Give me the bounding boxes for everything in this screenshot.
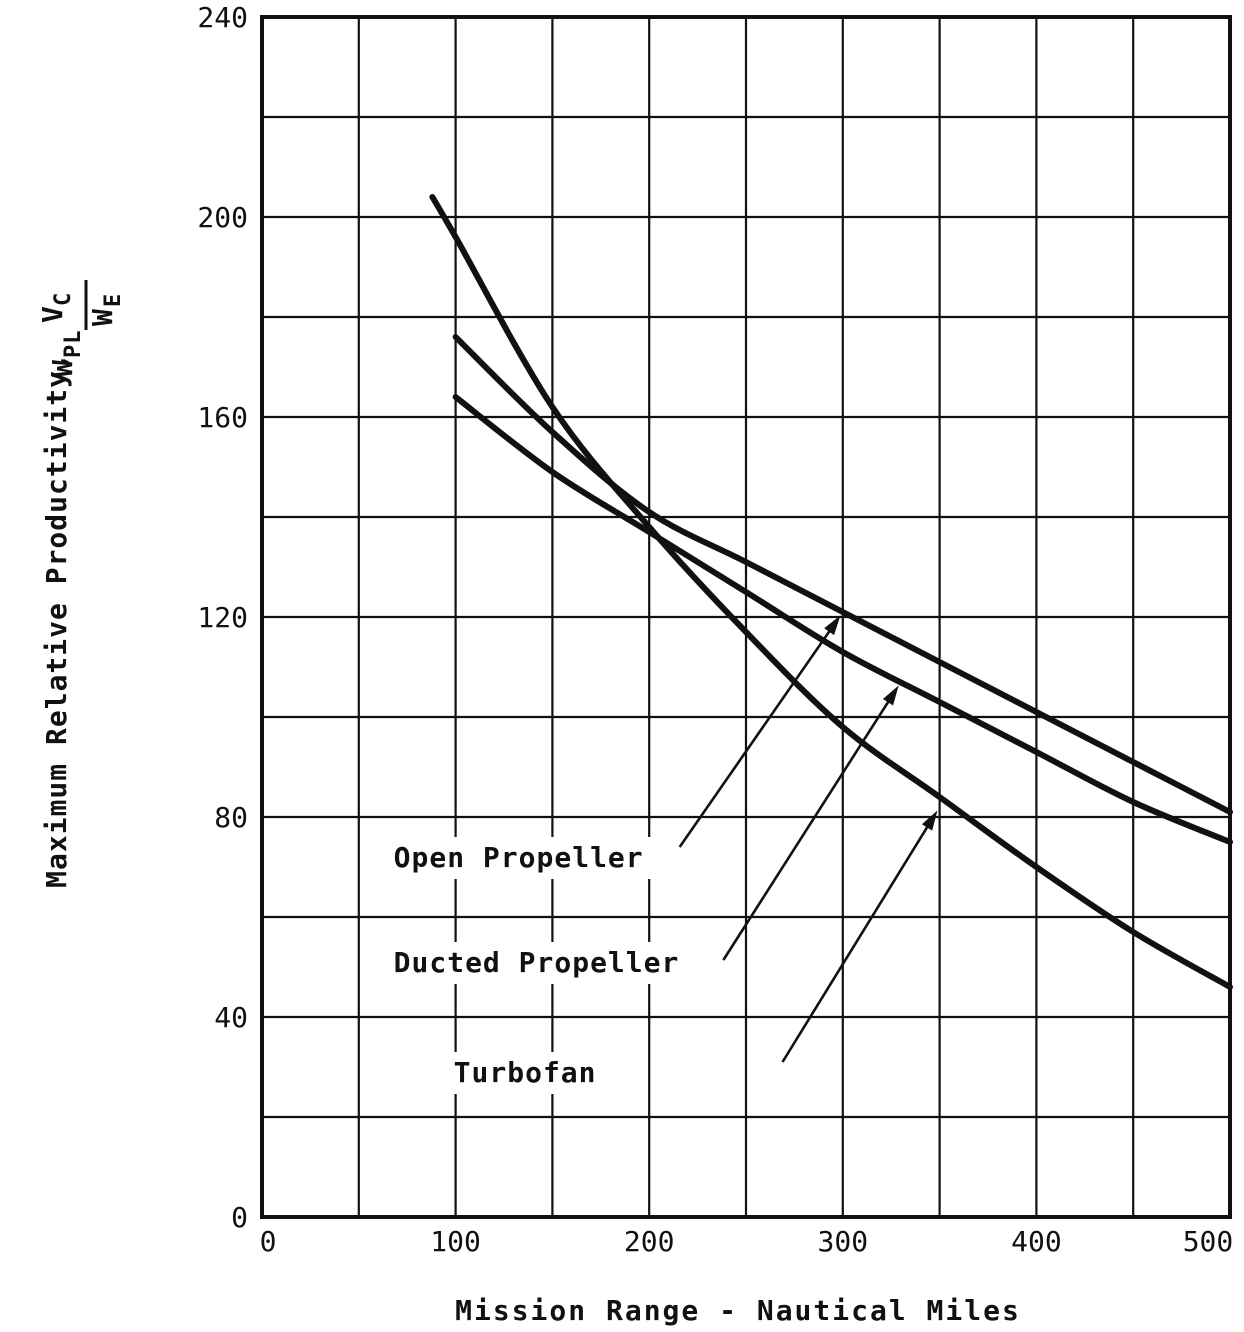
annotation-background-ducted-propeller <box>385 942 688 984</box>
annotation-arrow-ducted-propeller <box>722 696 893 961</box>
y-tick-label-200: 200 <box>197 201 248 234</box>
fraction-numerator-v-sub: C <box>51 292 76 306</box>
annotation-label-open-propeller: Open Propeller <box>394 841 644 874</box>
annotation-label-turbofan: Turbofan <box>454 1056 597 1089</box>
grid <box>262 17 1230 1217</box>
x-tick-label-300: 300 <box>818 1225 869 1258</box>
y-tick-label-240: 240 <box>197 1 248 34</box>
plot-frame <box>260 15 1232 1219</box>
y-tick-label-40: 40 <box>214 1001 248 1034</box>
y-tick-label-160: 160 <box>197 401 248 434</box>
x-axis-label: Mission Range - Nautical Miles <box>455 1294 1021 1327</box>
annotation-arrow-open-propeller <box>678 626 834 848</box>
series-line-open-propeller <box>452 334 1233 815</box>
x-tick-label-200: 200 <box>624 1225 675 1258</box>
annotation-arrowhead-open-propeller <box>824 615 841 636</box>
y-axis-label: Maximum Relative Productivity, W PL V C … <box>36 280 126 888</box>
annotation-arrow-turbofan <box>781 821 932 1063</box>
annotation-label-ducted-propeller: Ducted Propeller <box>394 946 680 979</box>
tick-labels: 0 100 200 300 400 500 0 40 80 120 160 200 240 <box>197 1 1233 1258</box>
fraction-numerator-w: W <box>46 359 79 377</box>
series-line-ducted-propeller <box>452 394 1233 845</box>
annotation-arrowhead-turbofan <box>921 810 938 831</box>
annotation-background-open-propeller <box>385 837 652 879</box>
annotation-arrowhead-ducted-propeller <box>882 685 899 706</box>
fraction-numerator-v: V <box>36 305 69 323</box>
x-tick-label-500: 500 <box>1183 1225 1234 1258</box>
x-tick-label-0: 0 <box>260 1225 277 1258</box>
annotations: Open Propeller Ducted Propeller Turbofan <box>385 615 938 1094</box>
y-tick-label-0: 0 <box>231 1201 248 1234</box>
y-tick-label-120: 120 <box>197 601 248 634</box>
series-line-turbofan <box>429 194 1233 990</box>
x-tick-label-100: 100 <box>430 1225 481 1258</box>
annotation-background-turbofan <box>445 1052 605 1094</box>
y-axis-label-text: Maximum Relative Productivity, <box>40 352 73 888</box>
series-lines <box>429 194 1233 990</box>
fraction-numerator-w-sub: PL <box>61 330 86 359</box>
x-tick-label-400: 400 <box>1011 1225 1062 1258</box>
fraction-denominator-w-sub: E <box>101 293 126 307</box>
fraction-denominator-w: W <box>86 308 119 326</box>
y-tick-label-80: 80 <box>214 801 248 834</box>
y-axis-fraction: W PL V C W E <box>36 280 126 377</box>
